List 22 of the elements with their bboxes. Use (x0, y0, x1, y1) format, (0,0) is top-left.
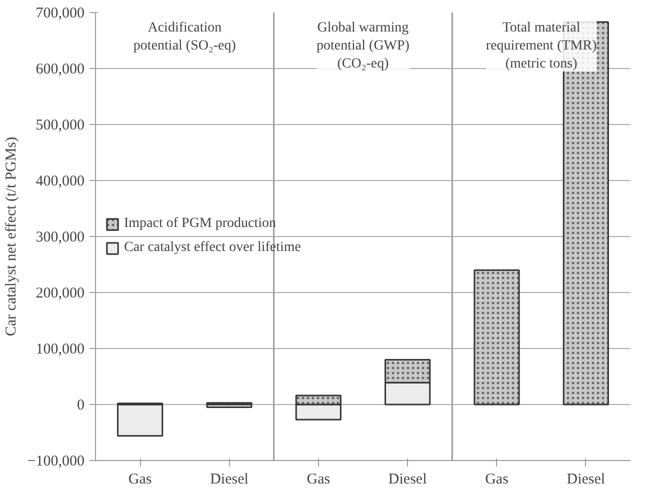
y-tick-label: 700,000 (36, 6, 84, 22)
y-tick-label: 600,000 (36, 62, 84, 78)
x-tick-label: Diesel (388, 472, 427, 488)
annotation: Acidification potential (SO₂-eq) (133, 20, 236, 54)
annotation: Global warming potential (GWP) (CO₂-eq) (316, 20, 410, 72)
y-tick-label: 100,000 (36, 342, 84, 358)
bar (117, 404, 164, 437)
y-tick-label: 300,000 (36, 230, 84, 246)
y-tick-label: 500,000 (36, 118, 84, 134)
x-tick-label: Diesel (210, 472, 248, 488)
legend-label: Impact of PGM production (124, 216, 276, 232)
y-axis-title: Car catalyst net effect (t/t PGMs) (3, 136, 20, 336)
legend-label: Car catalyst effect over lifetime (124, 240, 301, 256)
y-tick-label: 200,000 (36, 286, 84, 302)
y-tick-label: 0 (77, 398, 84, 414)
x-tick-label: Diesel (566, 472, 606, 488)
annotation: Total material requirement (TMR) (metric tons) (486, 20, 598, 72)
y-tick-label: 400,000 (36, 174, 84, 190)
x-tick-label: Gas (485, 472, 509, 488)
x-tick-label: Gas (306, 472, 330, 488)
x-tick-label: Gas (128, 472, 152, 488)
y-tick-label: −100,000 (27, 454, 85, 470)
